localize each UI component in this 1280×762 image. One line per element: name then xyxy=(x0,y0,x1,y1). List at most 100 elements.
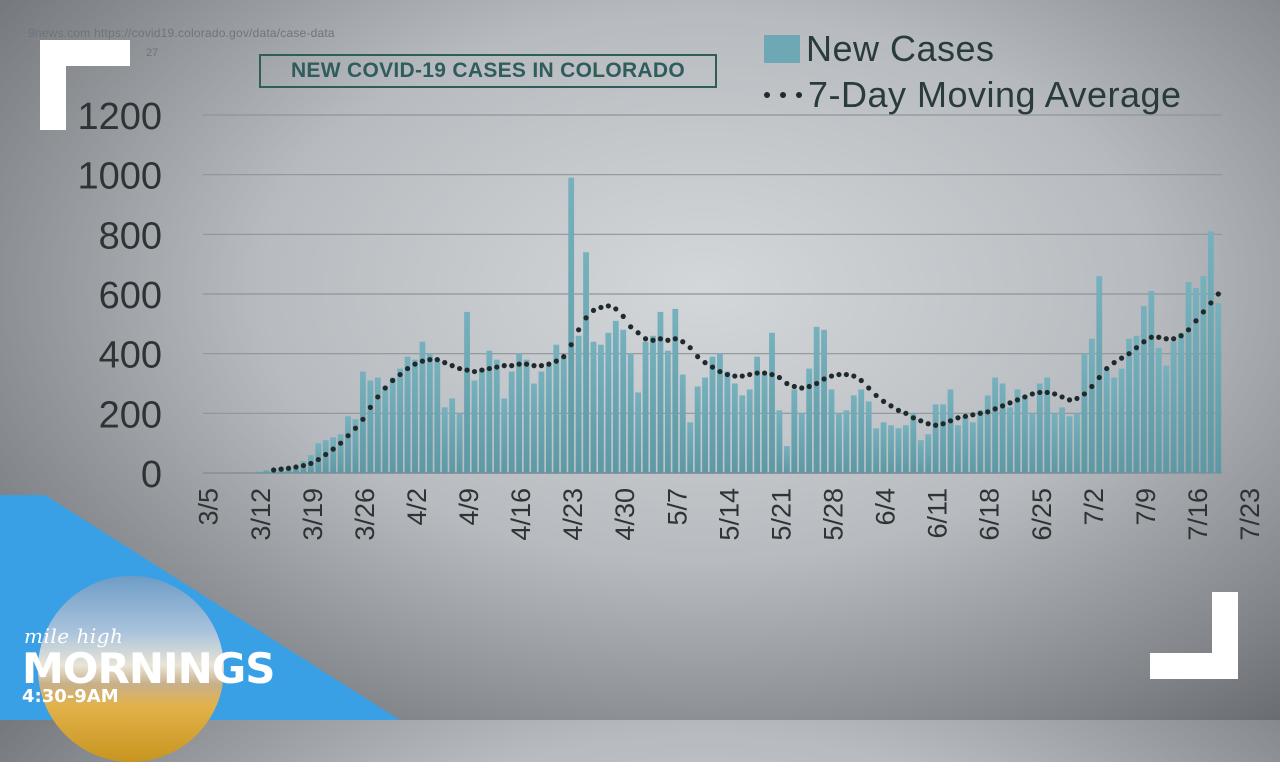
bar-new-cases xyxy=(650,335,656,473)
moving-average-point xyxy=(1171,336,1177,342)
bar-new-cases xyxy=(798,413,805,473)
bar-new-cases xyxy=(828,389,835,473)
x-tick-label: 7/23 xyxy=(1235,488,1265,541)
y-tick-label: 400 xyxy=(99,335,162,377)
bar-new-cases xyxy=(516,353,523,473)
y-tick-label: 1200 xyxy=(77,96,162,138)
moving-average-point xyxy=(523,361,530,367)
bar-new-cases xyxy=(836,413,842,473)
bar-new-cases xyxy=(1007,407,1013,473)
bar-new-cases xyxy=(977,410,984,473)
bar-new-cases xyxy=(947,389,954,473)
bar-new-cases xyxy=(598,344,604,473)
bar-new-cases xyxy=(1118,368,1125,473)
bar-new-cases xyxy=(776,410,783,473)
bar-new-cases xyxy=(873,428,880,473)
bar-new-cases xyxy=(1096,276,1103,473)
moving-average-point xyxy=(940,421,946,427)
y-tick-label: 600 xyxy=(99,275,162,317)
bar-new-cases xyxy=(1021,395,1028,473)
bar-new-cases xyxy=(553,344,560,473)
x-tick-label: 6/25 xyxy=(1027,488,1057,541)
bar-new-cases xyxy=(761,374,768,473)
moving-average-point xyxy=(397,371,403,378)
bar-new-cases xyxy=(1185,282,1192,473)
bar-new-cases xyxy=(1178,332,1184,473)
x-tick-label: 7/16 xyxy=(1183,488,1213,541)
moving-average-point xyxy=(977,410,983,416)
moving-average-point xyxy=(657,336,664,342)
moving-average-point xyxy=(531,363,537,369)
moving-average-point xyxy=(1096,374,1102,381)
bar-new-cases xyxy=(397,368,404,473)
moving-average-point xyxy=(479,367,485,373)
bar-new-cases xyxy=(895,428,902,473)
bar-new-cases xyxy=(902,425,909,473)
bar-new-cases xyxy=(419,341,426,473)
moving-average-point xyxy=(1163,336,1169,342)
moving-average-point xyxy=(494,364,500,370)
moving-average-point xyxy=(970,412,976,418)
bar-new-cases xyxy=(746,389,753,473)
moving-average-point xyxy=(702,360,708,366)
bar-new-cases xyxy=(560,356,567,473)
bar-new-cases xyxy=(1081,353,1088,473)
moving-average-point xyxy=(419,358,426,364)
x-tick-label: 6/18 xyxy=(975,488,1005,541)
bar-new-cases xyxy=(479,368,485,473)
bar-new-cases xyxy=(664,350,671,473)
bar-new-cases xyxy=(1148,291,1155,473)
bar-new-cases xyxy=(850,395,857,473)
bar-new-cases xyxy=(501,398,508,473)
x-tick-label: 3/26 xyxy=(350,488,380,541)
show-name-small: mile high xyxy=(24,624,124,648)
moving-average-point xyxy=(1156,334,1162,340)
bar-new-cases xyxy=(620,329,627,473)
moving-average-point xyxy=(427,357,433,363)
moving-average-point xyxy=(687,345,693,351)
bar-new-cases xyxy=(605,332,612,473)
moving-average-point xyxy=(628,324,634,330)
bar-new-cases xyxy=(1170,341,1177,473)
bar-new-cases xyxy=(263,470,270,473)
bar-new-cases xyxy=(1029,413,1036,473)
frame-corner-top-left-vertical xyxy=(40,40,66,130)
bar-new-cases xyxy=(917,440,924,473)
x-tick-label: 7/9 xyxy=(1131,488,1161,526)
source-caption: 9news.com https://covid19.colorado.gov/d… xyxy=(28,26,335,40)
chart-legend: New Cases 7-Day Moving Average xyxy=(764,26,1182,118)
bar-new-cases xyxy=(293,465,299,473)
moving-average-point xyxy=(1029,391,1035,397)
show-name-large: MORNINGS xyxy=(22,644,275,693)
moving-average-point xyxy=(962,413,968,419)
bar-new-cases xyxy=(382,386,389,473)
moving-average-point xyxy=(925,421,931,427)
bar-new-cases xyxy=(1044,377,1051,473)
moving-average-point xyxy=(345,433,351,439)
bar-new-cases xyxy=(1207,231,1214,473)
moving-average-point xyxy=(1148,334,1154,340)
x-tick-label: 4/30 xyxy=(610,488,640,541)
bar-new-cases xyxy=(984,395,991,473)
moving-average-point xyxy=(568,342,574,348)
moving-average-point xyxy=(590,307,597,314)
moving-average-point xyxy=(293,464,299,470)
moving-average-point xyxy=(836,371,842,378)
bar-new-cases xyxy=(426,353,433,473)
bar-new-cases xyxy=(687,422,694,473)
moving-average-point xyxy=(843,371,849,378)
x-tick-label: 3/19 xyxy=(298,488,328,541)
moving-average-point xyxy=(732,373,738,379)
moving-average-point xyxy=(650,337,656,343)
moving-average-point xyxy=(442,360,448,366)
moving-average-point xyxy=(404,365,411,372)
bar-new-cases xyxy=(992,377,999,473)
moving-average-point xyxy=(1014,397,1021,403)
x-tick-label: 5/28 xyxy=(819,488,849,541)
x-tick-label: 4/23 xyxy=(558,488,588,541)
x-tick-label: 4/9 xyxy=(454,488,484,526)
moving-average-point xyxy=(888,403,894,409)
bar-new-cases xyxy=(1133,335,1140,473)
bar-new-cases xyxy=(880,422,887,473)
moving-average-point xyxy=(665,337,671,343)
